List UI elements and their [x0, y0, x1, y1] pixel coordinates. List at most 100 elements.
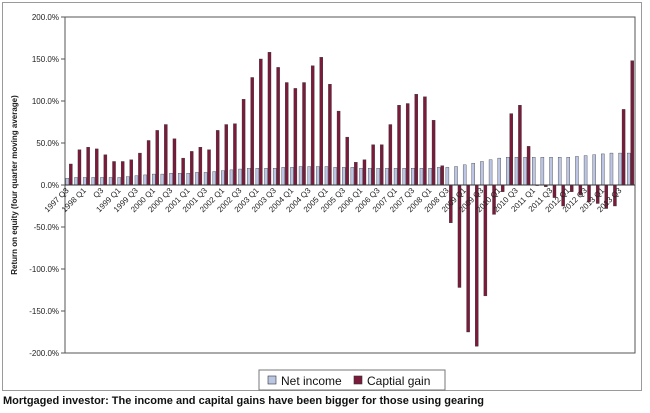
bar-net-income: [298, 166, 303, 186]
bar-net-income: [74, 177, 78, 186]
bar-captial-gain: [310, 65, 315, 186]
bar-net-income: [462, 164, 467, 186]
bar-net-income: [195, 172, 199, 186]
bar-captial-gain: [388, 124, 393, 186]
bar-captial-gain: [500, 184, 505, 192]
bar-net-income: [566, 157, 570, 186]
y-tick-label: -100.0%: [29, 265, 59, 274]
bar-net-income: [186, 173, 190, 186]
legend-label-net-income: Net income: [281, 374, 342, 388]
bar-net-income: [177, 173, 182, 186]
bar-captial-gain: [77, 149, 82, 186]
bar-captial-gain: [164, 124, 168, 186]
bar-net-income: [367, 168, 372, 186]
bar-captial-gain: [405, 103, 410, 186]
bar-captial-gain: [414, 94, 418, 186]
bar-net-income: [506, 157, 510, 186]
bar-captial-gain: [224, 124, 228, 186]
bar-net-income: [454, 166, 458, 186]
bar-net-income: [592, 154, 596, 186]
legend: Net income Captial gain: [258, 369, 446, 391]
bar-captial-gain: [190, 151, 194, 186]
bar-captial-gain: [112, 161, 116, 186]
bar-net-income: [575, 156, 579, 186]
bar-net-income: [393, 168, 398, 186]
bar-captial-gain: [276, 67, 280, 186]
bar-net-income: [557, 157, 562, 186]
bar-net-income: [134, 175, 139, 186]
bar-captial-gain: [518, 105, 522, 186]
bar-net-income: [247, 168, 251, 186]
y-tick-label: 200.0%: [32, 13, 59, 22]
bar-net-income: [91, 177, 95, 186]
legend-box: [258, 369, 446, 391]
bar-net-income: [117, 177, 121, 186]
bar-net-income: [609, 152, 614, 186]
bar-net-income: [272, 168, 277, 186]
bar-captial-gain: [129, 159, 133, 186]
bar-captial-gain: [302, 82, 306, 186]
bar-captial-gain: [259, 58, 263, 186]
bar-net-income: [523, 157, 527, 186]
bar-net-income: [532, 157, 536, 186]
bar-net-income: [402, 168, 406, 186]
y-tick-label: 150.0%: [32, 55, 59, 64]
bar-captial-gain: [423, 96, 427, 186]
bar-captial-gain: [172, 138, 177, 186]
bar-captial-gain: [371, 144, 375, 186]
bar-net-income: [212, 171, 216, 186]
bar-captial-gain: [233, 123, 237, 186]
bar-net-income: [238, 168, 242, 186]
y-tick-label: -150.0%: [29, 307, 59, 316]
bar-net-income: [471, 162, 475, 186]
legend-swatch-captial-gain: [353, 375, 363, 385]
bar-captial-gain: [146, 140, 151, 186]
bar-net-income: [203, 172, 208, 186]
bar-net-income: [540, 157, 545, 186]
bar-net-income: [445, 167, 450, 186]
bar-net-income: [627, 152, 631, 186]
y-tick-label: 50.0%: [36, 139, 59, 148]
chart-frame: 200.0% 150.0% 100.0% 50.0% 0.0% -50.0% -100.0%…: [2, 2, 642, 391]
bar-net-income: [437, 167, 441, 186]
bar-net-income: [143, 174, 147, 186]
bar-net-income: [411, 168, 415, 186]
bar-captial-gain: [181, 157, 185, 186]
bar-net-income: [514, 157, 519, 186]
bar-net-income: [428, 168, 432, 186]
y-tick-label: -200.0%: [29, 349, 59, 358]
bar-net-income: [618, 152, 622, 186]
bar-captial-gain: [526, 146, 531, 186]
bar-net-income: [108, 177, 113, 186]
bar-captial-gain: [250, 77, 254, 186]
bar-net-income: [126, 176, 130, 186]
bar-net-income: [497, 157, 501, 186]
bar-captial-gain: [198, 147, 203, 186]
bar-captial-gain: [285, 82, 289, 186]
bar-net-income: [82, 177, 87, 186]
bar-captial-gain: [354, 162, 358, 186]
bar-captial-gain: [215, 130, 220, 186]
bar-net-income: [307, 166, 311, 186]
chart-svg: 200.0% 150.0% 100.0% 50.0% 0.0% -50.0% -100.0%…: [10, 13, 636, 391]
bar-net-income: [324, 166, 329, 186]
bar-captial-gain: [336, 110, 341, 186]
bar-net-income: [333, 167, 337, 186]
bar-captial-gain: [86, 147, 90, 186]
bar-captial-gain: [155, 130, 159, 186]
legend-swatch-net-income: [267, 375, 277, 385]
bar-captial-gain: [621, 109, 626, 186]
legend-label-captial-gain: Captial gain: [367, 374, 430, 388]
bar-captial-gain: [380, 144, 384, 186]
bar-net-income: [419, 168, 424, 186]
bar-captial-gain: [69, 163, 73, 186]
bar-captial-gain: [293, 88, 298, 186]
bar-captial-gain: [397, 105, 401, 186]
bar-net-income: [350, 167, 355, 186]
y-tick-label: 0.0%: [41, 181, 59, 190]
bar-captial-gain: [267, 52, 272, 186]
bar-net-income: [359, 168, 363, 186]
bar-net-income: [601, 153, 605, 186]
y-tick-label: -50.0%: [34, 223, 59, 232]
bar-captial-gain: [345, 136, 349, 186]
